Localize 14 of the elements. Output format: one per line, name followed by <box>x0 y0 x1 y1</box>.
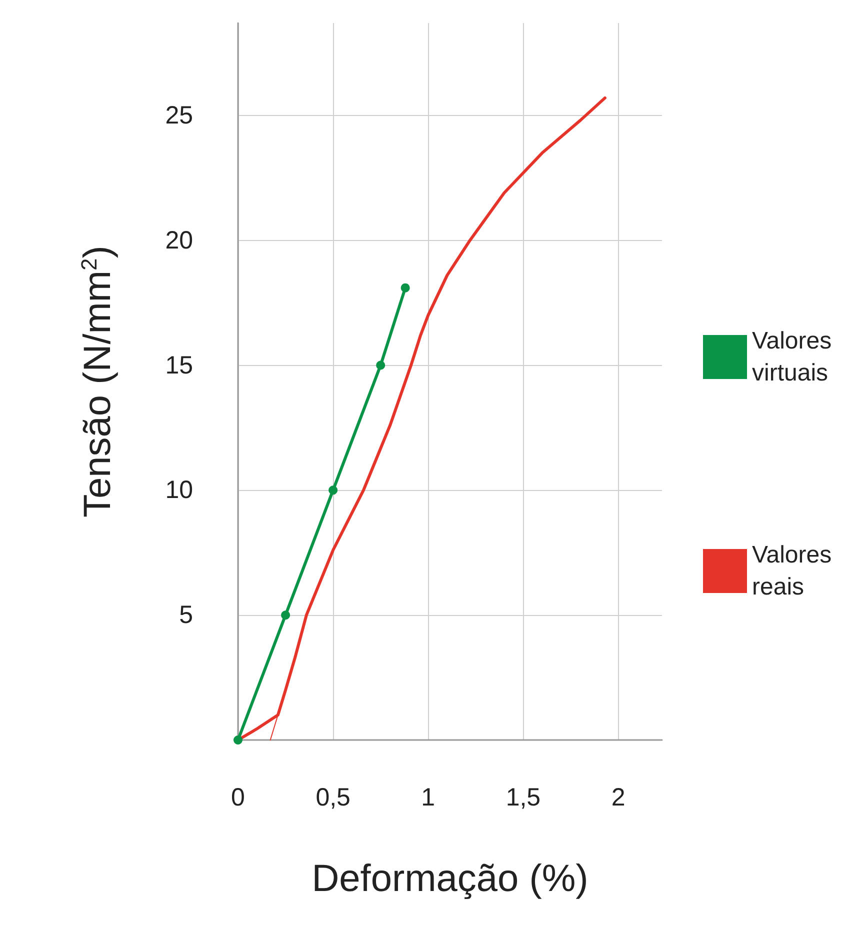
y-tick-label: 10 <box>165 476 193 504</box>
x-tick-label: 1,5 <box>506 784 541 812</box>
x-tick-label: 0 <box>231 784 245 812</box>
x-tick-label: 1 <box>421 784 436 812</box>
x-axis-title: Deformação (%) <box>312 858 588 900</box>
legend-label: Valores reais <box>752 542 832 600</box>
y-tick-label: 5 <box>179 601 193 630</box>
x-tick-label: 0,5 <box>316 784 350 812</box>
y-tick-label: 15 <box>165 351 193 380</box>
y-tick-label: 25 <box>165 101 193 130</box>
y-axis-title: Tensão (N/mm2) <box>76 246 119 518</box>
x-tick-label: 2 <box>611 784 626 812</box>
legend-label: Valores virtuais <box>752 328 832 386</box>
y-tick-label: 20 <box>165 226 193 254</box>
